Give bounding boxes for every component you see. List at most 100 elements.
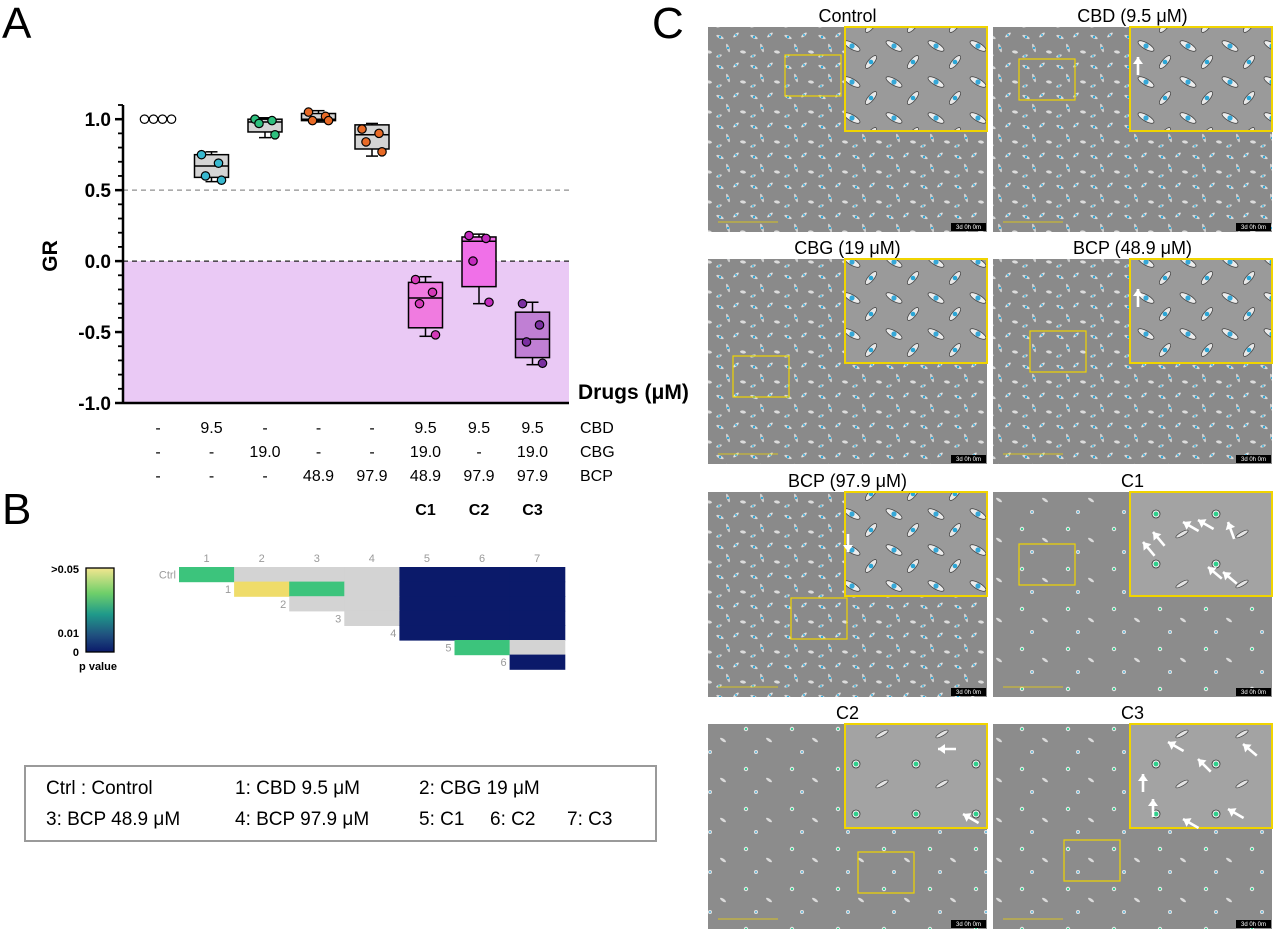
drug-cell: -	[262, 420, 267, 437]
heatmap-cell	[454, 596, 511, 612]
drug-row-label: CBD	[580, 420, 614, 437]
data-point-8	[521, 337, 532, 347]
data-point-6	[414, 298, 425, 309]
heatmap-row-label: 5	[445, 643, 451, 655]
drug-cell: -	[155, 420, 160, 437]
legend-item-3: 3: BCP 48.9 μM	[46, 809, 180, 830]
magnified-inset	[1129, 491, 1273, 597]
micrograph-title: BCP (48.9 μM)	[1073, 238, 1192, 258]
timestamp-label: 3d 0h 0m	[956, 457, 981, 463]
heatmap-cell	[179, 567, 235, 583]
drug-concentration-table: - 9.5 - - - 9.5 9.5 9.5 CBD - - 19.0 - - 19.0 - 19.0 CBG -…	[155, 420, 614, 519]
drug-cell: -	[209, 468, 214, 485]
heatmap-cell	[289, 567, 345, 583]
heatmap-cell	[509, 654, 566, 670]
cell-death-arrow	[1142, 541, 1156, 557]
colorbar-label-low: 0	[73, 647, 79, 659]
data-point-1	[157, 114, 168, 124]
arrow-head	[843, 545, 853, 552]
heatmap-cell	[289, 581, 345, 597]
data-point-1	[166, 114, 177, 124]
cell-death-arrow	[962, 812, 980, 825]
y-axis-label: GR	[39, 240, 62, 272]
heatmap-cell	[454, 610, 511, 626]
cell-death-arrow	[1207, 566, 1223, 580]
legend-item-2: 2: CBG 19 μM	[419, 778, 540, 799]
data-point-3	[267, 115, 277, 126]
heatmap-col-label: 5	[424, 553, 430, 565]
heatmap-cell	[454, 581, 511, 597]
data-point-6	[410, 274, 421, 285]
arrow-head	[1198, 519, 1207, 528]
data-point-7	[468, 256, 478, 266]
heatmap-cell	[454, 567, 511, 583]
arrow-head	[938, 744, 945, 754]
drug-cell: 97.9	[463, 468, 494, 485]
x-axis-label: Drugs (μM)	[578, 381, 689, 404]
arrow-head	[1133, 289, 1143, 296]
gr-box-plot: 1.0 0.5 0.0 -0.5 -1.0	[78, 104, 569, 415]
drug-row-label: BCP	[580, 468, 613, 485]
arrow-head	[1228, 808, 1237, 817]
timestamp-label: 3d 0h 0m	[956, 922, 981, 928]
heatmap-col-label: 3	[314, 553, 320, 565]
heatmap-cell	[344, 567, 400, 583]
heatmap-row-label: 1	[225, 584, 231, 596]
drug-cell: 19.0	[410, 444, 441, 461]
drug-cell: 97.9	[517, 468, 548, 485]
cell-death-arrow	[1138, 774, 1148, 792]
heatmap-cell	[234, 567, 290, 583]
drug-cell: -	[316, 444, 321, 461]
heatmap-cell	[344, 596, 400, 612]
timestamp-label: 3d 0h 0m	[1241, 457, 1266, 463]
p-value-heatmap: 1 2 3 4 5 6 7 Ctrl 1 2 3 4 5 6	[159, 553, 566, 670]
heatmap-col-label: 1	[203, 553, 209, 565]
data-point-1	[139, 114, 150, 124]
data-point-4	[307, 115, 318, 126]
drug-cell: 19.0	[517, 444, 548, 461]
heatmap-cell	[454, 625, 511, 641]
timestamp-box	[951, 688, 986, 696]
drug-cell: -	[155, 468, 160, 485]
magnified-inset	[844, 26, 988, 132]
heatmap-row-label: 3	[335, 613, 341, 625]
colorbar-label-mid: 0.01	[58, 628, 79, 640]
data-point-2	[216, 175, 227, 186]
micrograph-grid: Control 3d 0h 0m CBD (9.5 μM) 3d 0h 0m CBG (…	[708, 6, 1273, 929]
zoom-region-box	[732, 355, 790, 398]
heatmap-cell	[509, 640, 566, 656]
panel-letter-b: B	[2, 485, 31, 534]
zoom-region-box	[1018, 58, 1076, 101]
cell-death-arrow	[1242, 743, 1258, 757]
cell-death-arrow	[1197, 518, 1215, 531]
arrow-head	[1148, 799, 1158, 806]
data-point-3	[254, 118, 264, 129]
colorbar-label-high: >0.05	[51, 564, 79, 576]
heatmap-cell	[454, 640, 511, 656]
arrow-head	[1183, 521, 1192, 530]
cell-death-arrow	[1152, 531, 1166, 547]
cell-death-arrow	[1182, 520, 1200, 533]
heatmap-row-label: 6	[500, 657, 506, 669]
data-point-4	[303, 107, 314, 117]
drug-cell: -	[369, 420, 374, 437]
legend-item-7: 7: C3	[567, 809, 612, 830]
box-7	[461, 236, 497, 288]
timestamp-box	[1236, 920, 1271, 928]
cell-death-arrow	[1182, 817, 1200, 830]
cell-death-arrow	[938, 744, 956, 754]
micrograph-title: Control	[818, 6, 876, 26]
heatmap-row-label: 4	[390, 628, 396, 640]
arrow-head	[1225, 522, 1236, 531]
legend-frame	[24, 765, 657, 842]
drug-cell: -	[316, 420, 321, 437]
data-point-2	[213, 158, 224, 168]
heatmap-cell	[509, 567, 566, 583]
arrow-head	[1153, 532, 1162, 541]
zoom-region-box	[1029, 330, 1087, 373]
legend-item-5: 5: C1	[419, 809, 464, 830]
arrow-head	[1198, 759, 1207, 768]
arrow-head	[1223, 572, 1232, 581]
colorbar-gradient	[85, 567, 115, 653]
